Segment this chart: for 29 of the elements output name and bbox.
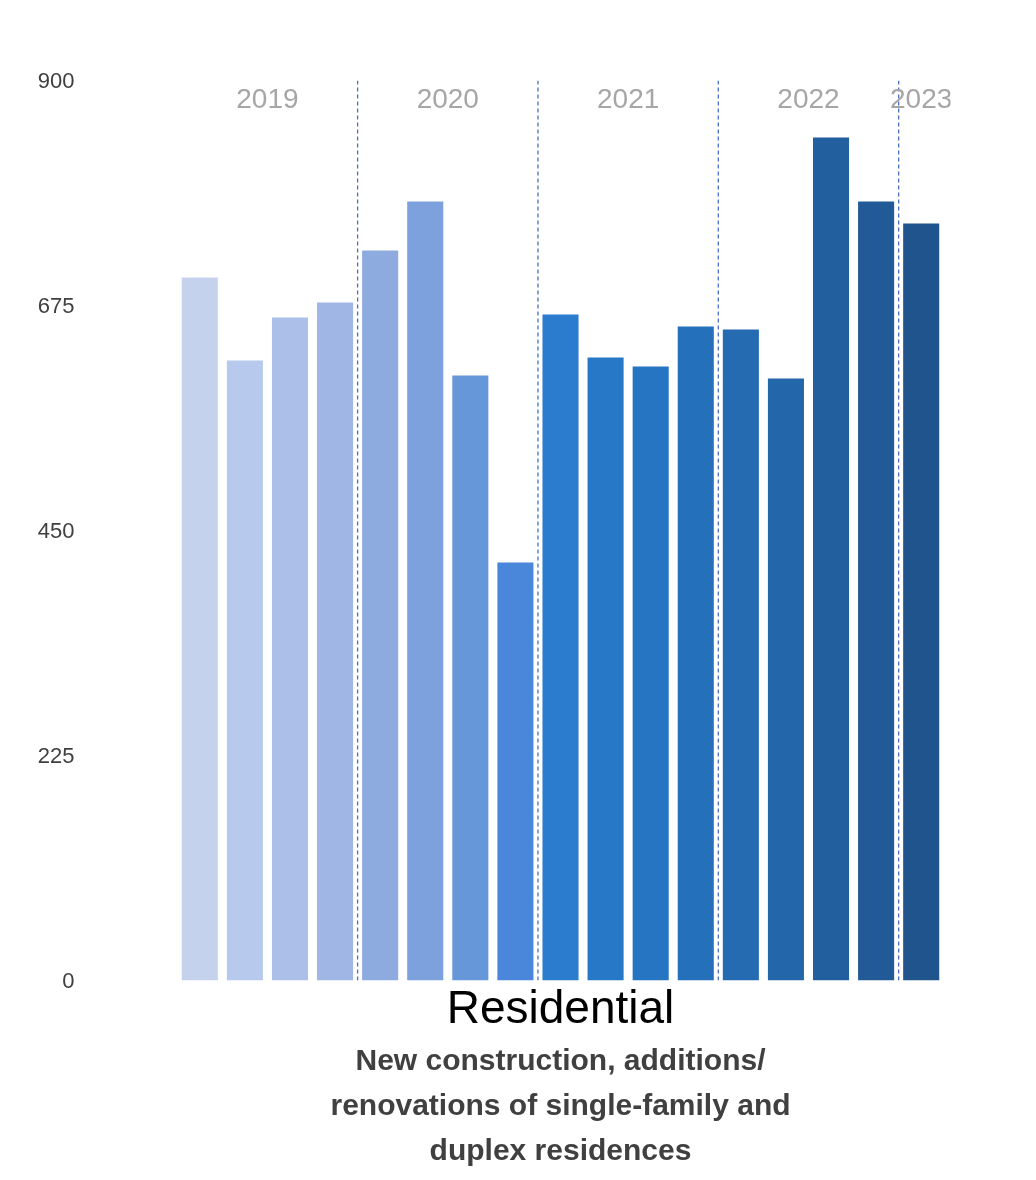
bar — [858, 201, 895, 981]
bar — [677, 326, 714, 981]
annotation: 2022 — [777, 82, 840, 114]
annotation: 2019 — [236, 82, 299, 114]
bar — [632, 366, 669, 981]
annotation: 2020 — [416, 82, 479, 114]
annotation: 2023 — [890, 82, 953, 114]
bar — [812, 137, 850, 981]
bar — [181, 277, 218, 981]
y-tick-label: 225 — [37, 743, 75, 768]
bar — [722, 329, 759, 981]
bar — [587, 357, 624, 981]
bar — [903, 223, 940, 981]
annotation: 2021 — [596, 82, 660, 114]
bar — [767, 378, 804, 981]
bar — [317, 302, 354, 981]
x-axis-title: Residential — [446, 980, 675, 1033]
y-tick-label: 675 — [37, 293, 75, 318]
y-tick-label: 900 — [37, 68, 75, 93]
text: New construction, additions/ renovations of single-family and duplex residences — [330, 1042, 791, 1166]
bar — [362, 250, 399, 981]
bar — [271, 317, 309, 981]
bar — [407, 201, 444, 981]
y-tick-label: 450 — [37, 518, 75, 543]
bar — [226, 360, 263, 981]
bar — [542, 314, 579, 981]
bar — [497, 562, 534, 981]
bar — [452, 375, 489, 981]
y-tick-label: 0 — [62, 968, 75, 993]
